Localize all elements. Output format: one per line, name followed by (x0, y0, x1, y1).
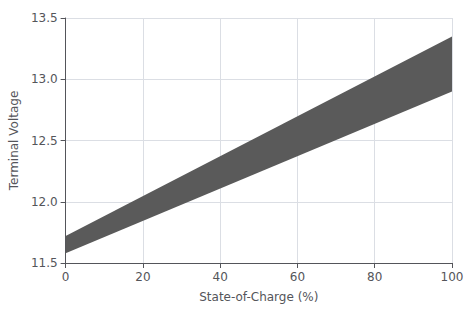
svg-text:Terminal Voltage: Terminal Voltage (7, 91, 21, 192)
svg-text:60: 60 (290, 270, 305, 284)
svg-text:12.5: 12.5 (31, 134, 58, 148)
svg-text:13.5: 13.5 (31, 11, 58, 25)
svg-text:12.0: 12.0 (31, 195, 58, 209)
svg-text:11.5: 11.5 (31, 256, 58, 270)
svg-text:0: 0 (62, 270, 70, 284)
svg-text:100: 100 (441, 270, 464, 284)
svg-text:State-of-Charge (%): State-of-Charge (%) (199, 290, 318, 304)
svg-text:80: 80 (367, 270, 382, 284)
svg-text:20: 20 (135, 270, 150, 284)
svg-text:40: 40 (213, 270, 228, 284)
svg-text:13.0: 13.0 (31, 72, 58, 86)
